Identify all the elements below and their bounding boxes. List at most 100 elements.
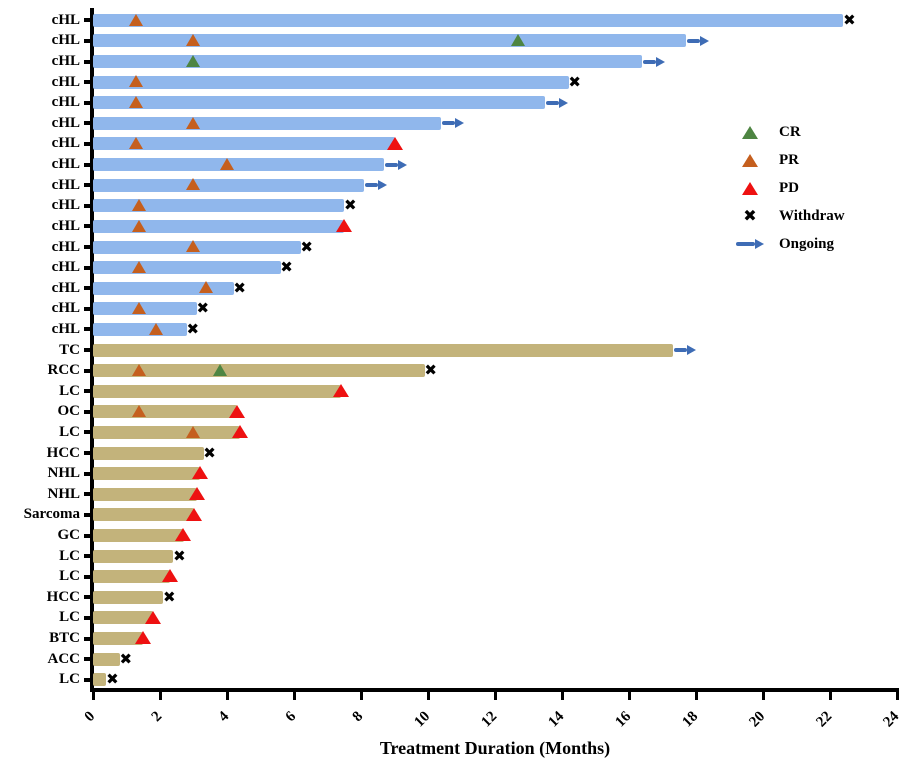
treatment-bar bbox=[93, 343, 673, 357]
y-tick bbox=[84, 59, 90, 64]
y-tick bbox=[84, 327, 90, 332]
pd-marker-icon bbox=[192, 466, 209, 480]
row-label-lc: LC bbox=[59, 609, 80, 626]
row-label-btc: BTC bbox=[49, 630, 80, 646]
y-tick bbox=[84, 162, 90, 167]
pr-marker-icon bbox=[132, 363, 147, 376]
pd-legend-marker-icon bbox=[733, 181, 767, 195]
treatment-bar bbox=[93, 384, 341, 398]
row-label-gc: GC bbox=[57, 527, 81, 543]
ongoing-arrow-icon bbox=[673, 345, 696, 355]
x-tick bbox=[91, 692, 95, 700]
x-axis-line bbox=[90, 688, 899, 692]
row-label-chl: cHL bbox=[51, 53, 80, 69]
y-tick bbox=[84, 595, 90, 600]
withdraw-marker-icon: ✖ bbox=[163, 587, 176, 606]
y-tick bbox=[84, 121, 90, 126]
legend-label-ongoing: Ongoing bbox=[779, 235, 835, 252]
legend-item-withdraw: ✖ Withdraw bbox=[733, 202, 845, 230]
treatment-bar bbox=[93, 487, 197, 501]
treatment-bar bbox=[93, 261, 281, 275]
y-tick bbox=[84, 348, 90, 352]
treatment-bar bbox=[93, 75, 569, 89]
y-tick bbox=[84, 677, 90, 682]
pr-marker-icon bbox=[149, 322, 164, 335]
row-label-chl: cHL bbox=[51, 11, 80, 28]
row-label-chl: cHL bbox=[51, 217, 80, 234]
row-label-lc: LC bbox=[59, 568, 80, 585]
treatment-bar bbox=[93, 632, 144, 645]
withdraw-marker-icon: ✖ bbox=[233, 278, 246, 297]
arrow-head bbox=[559, 97, 569, 108]
legend-label-pd: PD bbox=[779, 179, 799, 196]
arrow-head bbox=[686, 345, 696, 355]
row-label-tc: TC bbox=[59, 341, 80, 358]
legend-item-ongoing: Ongoing bbox=[733, 230, 845, 258]
x-axis-title: Treatment Duration (Months) bbox=[379, 738, 611, 758]
y-tick bbox=[84, 533, 90, 538]
row-label-lc: LC bbox=[59, 547, 80, 564]
y-tick bbox=[84, 615, 90, 620]
withdraw-marker-icon: ✖ bbox=[203, 443, 216, 462]
pd-marker-icon bbox=[135, 631, 152, 645]
arrow-head bbox=[398, 159, 408, 170]
treatment-bar bbox=[93, 364, 425, 378]
legend-item-pr: PR bbox=[733, 146, 845, 174]
legend: CR PR PD ✖ Withdraw Ongoing bbox=[733, 118, 845, 258]
y-tick bbox=[84, 554, 90, 559]
treatment-bar bbox=[93, 611, 154, 625]
legend-item-cr: CR bbox=[733, 118, 845, 146]
row-label-chl: cHL bbox=[51, 94, 80, 111]
y-tick bbox=[84, 512, 90, 517]
treatment-bar bbox=[93, 116, 442, 130]
treatment-bar bbox=[93, 96, 546, 110]
treatment-bar bbox=[93, 467, 201, 481]
pr-marker-icon bbox=[199, 281, 214, 294]
row-label-hcc: HCC bbox=[46, 444, 80, 461]
pr-marker-icon bbox=[129, 95, 144, 108]
pr-marker-icon bbox=[132, 405, 147, 418]
y-tick bbox=[84, 306, 90, 311]
withdraw-marker-icon: ✖ bbox=[280, 258, 293, 277]
y-tick bbox=[84, 224, 90, 229]
row-label-lc: LC bbox=[59, 382, 80, 399]
y-tick bbox=[84, 451, 90, 455]
pr-marker-icon bbox=[186, 178, 200, 191]
withdraw-marker-icon: ✖ bbox=[568, 72, 581, 91]
treatment-bar bbox=[93, 570, 170, 584]
y-tick bbox=[84, 38, 90, 43]
y-tick bbox=[84, 636, 90, 641]
ongoing-legend-marker-icon bbox=[733, 239, 767, 249]
treatment-bar bbox=[93, 34, 686, 48]
withdraw-marker-icon: ✖ bbox=[106, 670, 119, 689]
y-tick bbox=[84, 18, 90, 23]
pr-marker-icon bbox=[129, 75, 144, 88]
row-label-chl: cHL bbox=[51, 135, 80, 152]
y-tick bbox=[84, 430, 90, 435]
pr-marker-icon bbox=[186, 240, 200, 253]
y-tick bbox=[84, 80, 90, 85]
treatment-bar bbox=[93, 158, 385, 171]
x-tick bbox=[292, 692, 296, 700]
pd-triangle-icon bbox=[742, 181, 758, 195]
y-tick bbox=[84, 492, 90, 497]
withdraw-legend-marker-icon: ✖ bbox=[733, 208, 767, 224]
legend-label-withdraw: Withdraw bbox=[779, 207, 845, 224]
treatment-bar bbox=[93, 178, 365, 192]
row-label-chl: cHL bbox=[51, 320, 80, 337]
cr-triangle-icon bbox=[742, 125, 758, 139]
y-tick bbox=[84, 245, 90, 249]
treatment-bar bbox=[93, 549, 174, 563]
row-label-chl: cHL bbox=[51, 238, 80, 255]
ongoing-arrow-icon bbox=[643, 56, 666, 67]
x-tick bbox=[560, 692, 564, 700]
cr-marker-icon bbox=[212, 363, 227, 376]
withdraw-marker-icon: ✖ bbox=[196, 299, 210, 318]
y-tick bbox=[84, 574, 90, 579]
withdraw-marker-icon: ✖ bbox=[119, 649, 133, 668]
pd-marker-icon bbox=[175, 528, 192, 542]
treatment-bar bbox=[93, 137, 395, 151]
row-label-lc: LC bbox=[59, 671, 80, 688]
arrow-head bbox=[378, 180, 388, 191]
